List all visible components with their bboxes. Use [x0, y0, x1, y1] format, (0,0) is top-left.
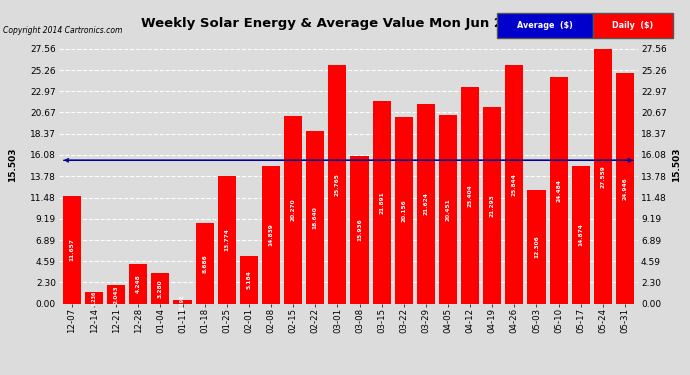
Bar [85, 292, 103, 304]
Text: 4.248: 4.248 [136, 275, 141, 294]
Bar [461, 87, 479, 304]
Text: 15.503: 15.503 [672, 148, 681, 182]
Text: 20.451: 20.451 [446, 198, 451, 220]
Text: 25.844: 25.844 [512, 173, 517, 196]
Bar [63, 196, 81, 304]
Text: 25.765: 25.765 [335, 173, 340, 196]
Text: 14.839: 14.839 [268, 224, 273, 246]
Text: Daily  ($): Daily ($) [612, 21, 653, 30]
Text: 24.484: 24.484 [556, 179, 561, 202]
Text: Average  ($): Average ($) [518, 21, 573, 30]
Text: 18.640: 18.640 [313, 206, 318, 229]
Text: 21.624: 21.624 [424, 192, 428, 215]
Text: 20.156: 20.156 [402, 199, 406, 222]
Text: 21.293: 21.293 [490, 194, 495, 217]
Bar [151, 273, 170, 304]
Text: 21.891: 21.891 [379, 191, 384, 214]
Bar [173, 300, 192, 304]
Text: 15.936: 15.936 [357, 219, 362, 242]
Text: 8.686: 8.686 [202, 254, 207, 273]
Bar [284, 116, 302, 304]
Bar [306, 131, 324, 304]
Bar [129, 264, 148, 304]
Text: 27.559: 27.559 [600, 165, 605, 188]
Bar [395, 117, 413, 304]
Bar [527, 190, 546, 304]
Bar [594, 49, 612, 304]
Bar [328, 65, 346, 304]
Text: Weekly Solar Energy & Average Value Mon Jun 2 05:30: Weekly Solar Energy & Average Value Mon … [141, 17, 549, 30]
Text: 2.043: 2.043 [114, 285, 119, 304]
Bar [616, 73, 634, 304]
Text: 5.184: 5.184 [246, 270, 251, 289]
Text: 0.392: 0.392 [180, 294, 185, 310]
Bar [549, 77, 568, 304]
Bar [505, 64, 524, 304]
Bar [417, 104, 435, 304]
Text: 12.306: 12.306 [534, 236, 539, 258]
Text: 1.236: 1.236 [92, 290, 97, 306]
Bar [571, 166, 590, 304]
Bar [373, 101, 391, 304]
Text: 23.404: 23.404 [468, 184, 473, 207]
Text: 15.503: 15.503 [8, 148, 17, 182]
Text: Copyright 2014 Cartronics.com: Copyright 2014 Cartronics.com [3, 26, 123, 35]
Text: 20.270: 20.270 [290, 199, 295, 221]
Bar [262, 166, 280, 304]
Bar [483, 107, 502, 304]
Bar [107, 285, 126, 304]
Text: 14.874: 14.874 [578, 224, 583, 246]
Bar [351, 156, 368, 304]
Bar [218, 176, 236, 304]
Text: 3.280: 3.280 [158, 279, 163, 298]
Text: 24.946: 24.946 [622, 177, 627, 200]
Bar [240, 256, 258, 304]
Text: 11.657: 11.657 [70, 238, 75, 261]
Bar [439, 114, 457, 304]
Bar [195, 224, 214, 304]
Text: 13.774: 13.774 [224, 229, 229, 252]
